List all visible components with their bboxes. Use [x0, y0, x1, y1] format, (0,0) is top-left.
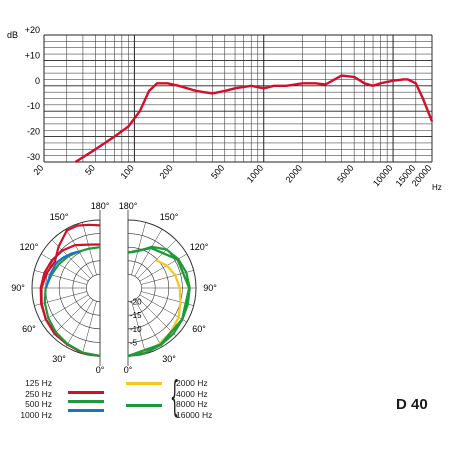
polar-r-label: -10	[130, 325, 142, 334]
legend-swatch-red	[68, 391, 104, 394]
polar-spoke	[131, 222, 146, 275]
frequency-response-chart: +20 +10 0 -10 -20 -30 20 50 100 200 500 1000 2000 50…	[7, 25, 442, 192]
polar-spoke	[34, 270, 87, 285]
polar-angle-label: 120°	[190, 242, 209, 252]
polar-ring	[86, 274, 101, 302]
legend-label-8000hz: 8000 Hz	[176, 399, 208, 409]
polar-spoke	[40, 253, 89, 282]
x-tick-label: 10000	[371, 163, 395, 189]
polar-spoke	[65, 228, 94, 277]
frequency-response-curve	[74, 74, 434, 164]
y-tick-label: -30	[27, 152, 40, 162]
y-axis-unit-label: dB	[7, 30, 18, 40]
polar-angle-labels: 180° 150° 120° 90° 60° 30° 0° 180° 150° 120° 90° 60…	[11, 201, 217, 375]
x-tick-label: 100	[119, 163, 136, 181]
x-tick-label: 500	[209, 163, 226, 181]
polar-series-line	[127, 246, 191, 358]
polar-spoke	[34, 291, 87, 306]
polar-r-label: -5	[130, 338, 138, 347]
model-name: D 40	[396, 396, 428, 413]
polar-spoke	[134, 299, 163, 348]
polar-angle-label: 90°	[203, 283, 217, 293]
x-tick-label: 50	[83, 163, 97, 177]
polar-angle-label: 60°	[22, 324, 36, 334]
legend-label-16000hz: 16000 Hz	[176, 409, 213, 420]
legend-label-250hz: 250 Hz	[25, 388, 52, 399]
polar-spoke	[134, 228, 163, 277]
polar-spoke	[82, 301, 97, 354]
legend-label-4000hz: 4000 Hz	[176, 388, 208, 399]
y-tick-label: -20	[27, 127, 40, 137]
legend-label-2000hz: 2000 Hz	[176, 378, 208, 388]
x-tick-label: 200	[158, 163, 175, 181]
legend-brace: {	[170, 372, 180, 421]
x-axis-unit-label: Hz	[432, 183, 442, 192]
x-tick-label: 1000	[245, 163, 266, 185]
polar-spoke	[131, 301, 146, 354]
polar-r-label: -20	[130, 298, 142, 307]
polar-angle-label: 120°	[20, 242, 39, 252]
polar-pattern-chart: 180° 150° 120° 90° 60° 30° 0° 180° 150° 120° 90° 60…	[11, 201, 217, 375]
polar-angle-label: 90°	[11, 283, 25, 293]
frequency-y-ticks: +20 +10 0 -10 -20 -30	[25, 25, 40, 162]
legend-left: 125 Hz 250 Hz 500 Hz 1000 Hz	[4, 378, 52, 420]
polar-angle-label: 0°	[96, 365, 105, 375]
polar-r-label: -15	[130, 311, 142, 320]
legend-label-1000hz: 1000 Hz	[20, 409, 52, 420]
polar-spoke	[51, 297, 91, 337]
y-tick-label: 0	[35, 76, 40, 86]
polar-spoke	[65, 299, 94, 348]
polar-angle-label: 150°	[160, 212, 179, 222]
legend-label-500hz: 500 Hz	[25, 399, 52, 409]
polar-spoke	[137, 297, 177, 337]
x-tick-label: 2000	[284, 163, 305, 185]
polar-spoke	[141, 270, 194, 285]
polar-angle-label: 60°	[192, 324, 206, 334]
legend-swatch-green-left	[68, 400, 104, 403]
polar-spoke	[137, 239, 177, 279]
legend-swatch-blue	[68, 409, 104, 412]
polar-series-line	[45, 250, 80, 289]
polar-angle-label: 0°	[124, 365, 133, 375]
legend-right: 2000 Hz 4000 Hz 8000 Hz 16000 Hz	[176, 378, 212, 420]
legend-label-125hz: 125 Hz	[25, 378, 52, 388]
polar-angle-label: 150°	[50, 212, 69, 222]
legend-swatch-green-right	[126, 404, 162, 407]
polar-angle-label: 30°	[52, 354, 66, 364]
polar-series	[39, 223, 191, 358]
y-tick-label: -10	[27, 101, 40, 111]
y-tick-label: +10	[25, 50, 40, 60]
x-tick-label: 5000	[335, 163, 356, 185]
y-tick-label: +20	[25, 25, 40, 35]
polar-angle-label: 30°	[162, 354, 176, 364]
x-tick-label: 20	[31, 163, 45, 177]
legend-swatch-yellow	[126, 382, 162, 385]
polar-angle-label: 180°	[91, 201, 110, 211]
frequency-grid	[43, 34, 433, 163]
polar-angle-label: 180°	[119, 201, 138, 211]
